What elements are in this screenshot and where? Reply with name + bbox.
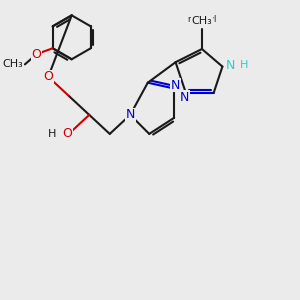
Text: O: O (62, 128, 72, 140)
Text: CH₃: CH₃ (192, 16, 212, 26)
Text: H: H (240, 60, 248, 70)
Text: methyl: methyl (187, 15, 217, 24)
Text: N: N (180, 91, 189, 104)
Text: N: N (226, 58, 235, 72)
Text: O: O (32, 48, 41, 61)
Text: CH₃: CH₃ (3, 59, 23, 69)
Text: O: O (43, 70, 53, 83)
Text: H: H (48, 129, 56, 139)
Text: N: N (125, 108, 135, 122)
Text: N: N (171, 79, 180, 92)
